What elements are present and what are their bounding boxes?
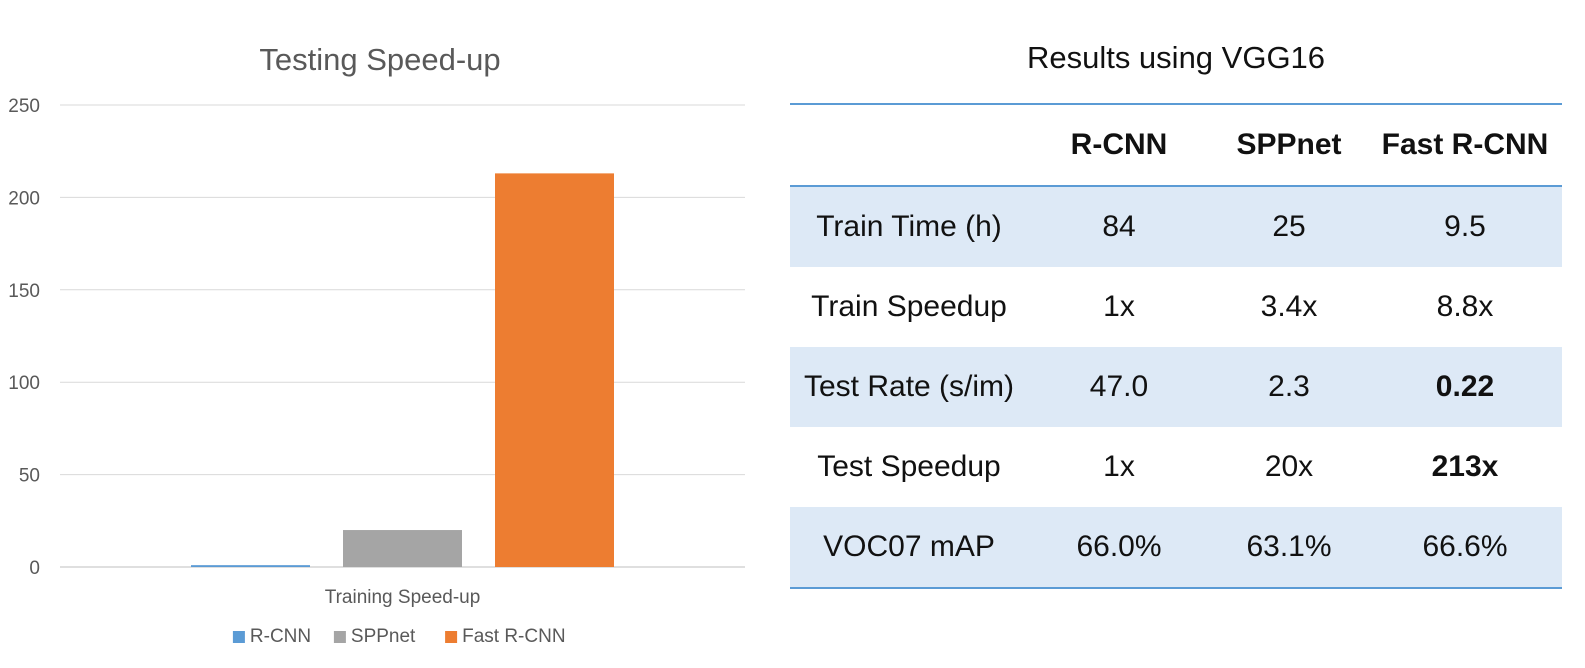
results-table: R-CNN SPPnet Fast R-CNN Train Time (h) 84 25… [790,103,1562,589]
legend-label: R-CNN [250,626,311,647]
table-cell: 84 [1028,186,1210,267]
table-cell: 8.8x [1436,290,1494,323]
row-label: Test Rate (s/im) [790,347,1028,427]
table-cell: 0.22 [1368,347,1562,427]
table-row: Train Speedup 1x 3.4x 8.8x [790,267,1562,347]
table-row: Train Time (h) 84 25 9.5 [790,186,1562,267]
x-category-label: Training Speed-up [325,587,481,608]
chart-title: Testing Speed-up [259,42,500,77]
table-title: Results using VGG16 [1026,40,1326,75]
row-label: VOC07 mAP [790,507,1028,588]
row-label: Train Speedup [811,290,1007,323]
legend-label: SPPnet [351,626,416,647]
column-header: SPPnet [1210,104,1368,187]
row-label: Train Time (h) [790,186,1028,267]
bar-r-cnn [191,565,310,567]
table-cell: 25 [1210,186,1368,267]
bar-chart: Testing Speed-up 0 50 100 150 200 250 Training … [8,42,745,647]
table-cell: 66.0% [1028,507,1210,588]
table-cell: 66.6% [1368,507,1562,588]
bar-fast-r-cnn [495,173,614,567]
table-row: VOC07 mAP 66.0% 63.1% 66.6% [790,507,1562,588]
legend-swatch [232,631,245,643]
table-cell: 213x [1431,450,1499,483]
y-tick-label: 0 [29,558,40,579]
table-cell: 47.0 [1028,347,1210,427]
legend-swatch [445,631,458,643]
column-header: Fast R-CNN [1368,104,1562,187]
table-header-row: R-CNN SPPnet Fast R-CNN [790,104,1562,187]
y-tick-label: 50 [19,466,40,487]
column-header: R-CNN [1028,104,1210,187]
table-cell: 1x [1103,290,1135,323]
table-cell: 1x [1103,450,1135,483]
legend-label: Fast R-CNN [462,626,565,647]
legend-swatch [333,631,346,643]
table-cell: 2.3 [1210,347,1368,427]
bar-sppnet [343,530,462,567]
table-cell: 20x [1264,450,1314,483]
y-tick-label: 150 [8,281,40,302]
table-row: Test Rate (s/im) 47.0 2.3 0.22 [790,347,1562,427]
table-row: Test Speedup 1x 20x 213x [790,427,1562,507]
column-header [790,104,1028,187]
y-tick-label: 200 [8,188,40,209]
y-tick-label: 100 [8,373,40,394]
row-label: Test Speedup [817,450,1001,483]
table-cell: 9.5 [1368,186,1562,267]
table-cell: 63.1% [1210,507,1368,588]
y-tick-label: 250 [8,96,40,117]
table-cell: 3.4x [1260,290,1318,323]
